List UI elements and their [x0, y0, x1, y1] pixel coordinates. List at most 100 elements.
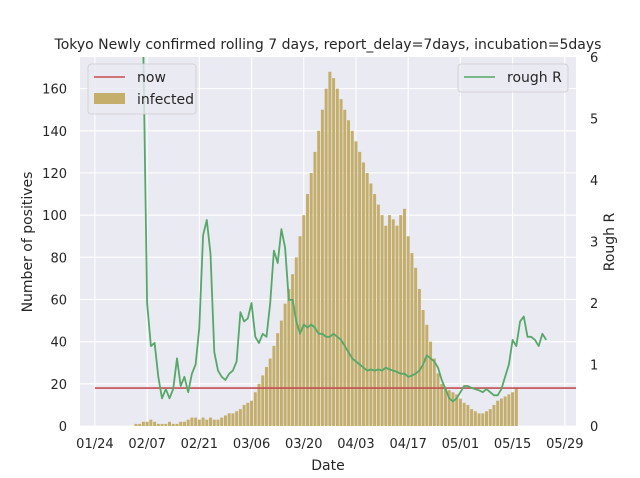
- infected-bar: [272, 345, 276, 426]
- infected-bar: [216, 419, 220, 426]
- x-tick-label: 05/01: [442, 437, 479, 452]
- infected-bar: [220, 417, 224, 426]
- infected-bar: [223, 415, 227, 426]
- infected-bar: [253, 392, 257, 426]
- infected-bar: [388, 215, 392, 426]
- infected-bar: [268, 358, 272, 426]
- infected-bar: [264, 366, 268, 426]
- infected-bar: [179, 421, 183, 426]
- infected-bar: [391, 219, 395, 426]
- infected-bar: [347, 120, 351, 426]
- x-tick-label: 02/07: [128, 437, 165, 452]
- legend-infected-label: infected: [137, 92, 194, 108]
- infected-bar: [432, 358, 436, 426]
- y-tick-label-right: 2: [590, 297, 598, 312]
- infected-bar: [496, 400, 500, 426]
- infected-bar: [209, 417, 213, 426]
- infected-bar: [168, 421, 171, 426]
- infected-bar: [343, 109, 347, 426]
- infected-bar: [197, 419, 201, 426]
- legend-right-box: [457, 63, 569, 93]
- legend-now-label: now: [137, 70, 166, 86]
- infected-bar: [324, 88, 328, 426]
- infected-bar: [328, 71, 332, 426]
- infected-bar: [182, 421, 186, 426]
- infected-bar: [153, 421, 157, 426]
- infected-bar: [141, 421, 145, 426]
- infected-bar: [373, 194, 377, 426]
- y-axis-label-left: Number of positives: [20, 172, 36, 313]
- infected-bar: [514, 388, 518, 426]
- y-tick-labels-left: 0 20 40 60 80 100 120 140 160: [42, 83, 67, 435]
- x-tick-label: 04/17: [389, 437, 426, 452]
- x-tick-label: 05/15: [494, 437, 531, 452]
- legend-rough-r-label: rough R: [507, 70, 562, 86]
- infected-bar: [485, 411, 488, 426]
- infected-bar: [156, 423, 160, 426]
- infected-bar: [194, 417, 198, 426]
- infected-bar: [212, 419, 216, 426]
- infected-bar: [354, 141, 358, 427]
- x-axis-label: Date: [311, 458, 344, 474]
- infected-bar: [302, 215, 306, 426]
- y-tick-label-left: 100: [42, 209, 67, 224]
- infected-bar: [283, 303, 287, 426]
- x-tick-label: 01/24: [76, 437, 113, 452]
- y-tick-label-left: 0: [59, 420, 67, 435]
- infected-bar: [361, 162, 365, 426]
- infected-bar: [231, 413, 235, 426]
- infected-bar: [410, 253, 414, 426]
- y-tick-label-right: 1: [590, 359, 598, 374]
- infected-bar: [175, 423, 179, 426]
- infected-bar: [481, 413, 485, 426]
- infected-bar: [436, 373, 440, 426]
- infected-bar: [309, 172, 313, 426]
- infected-bar: [201, 417, 205, 426]
- y-tick-label-right: 3: [590, 236, 598, 251]
- infected-bar: [145, 421, 149, 426]
- infected-bar: [417, 288, 421, 426]
- infected-bar: [339, 99, 343, 427]
- infected-bar: [313, 151, 317, 426]
- infected-bar: [246, 402, 250, 426]
- infected-bar: [164, 423, 168, 426]
- y-axis-label-right: Rough R: [602, 212, 618, 271]
- infected-bar: [406, 236, 410, 426]
- infected-bar: [443, 388, 447, 426]
- legend-right: rough R: [457, 63, 569, 93]
- infected-bar: [279, 320, 283, 426]
- y-tick-labels-right: 0 1 2 3 4 5 6: [590, 51, 598, 435]
- infected-bar: [276, 333, 280, 426]
- infected-bar: [380, 215, 384, 426]
- plot-area: [80, 57, 576, 426]
- y-tick-label-right: 4: [590, 174, 598, 189]
- infected-bar: [511, 392, 515, 426]
- infected-bar: [402, 208, 406, 426]
- infected-bar: [250, 400, 254, 426]
- y-tick-label-right: 6: [590, 51, 598, 66]
- infected-bar: [473, 411, 477, 426]
- infected-bar: [376, 204, 380, 426]
- infected-bar: [287, 288, 291, 426]
- infected-bar: [332, 78, 336, 426]
- infected-bar: [320, 109, 324, 426]
- infected-bar: [365, 172, 369, 426]
- y-tick-label-right: 5: [590, 113, 598, 128]
- infected-bar: [350, 130, 354, 427]
- y-tick-label-left: 20: [50, 378, 67, 393]
- x-tick-label: 02/21: [181, 437, 218, 452]
- infected-bar: [395, 225, 399, 426]
- infected-bar: [335, 88, 339, 426]
- infected-bar: [470, 409, 474, 426]
- y-tick-label-left: 60: [50, 293, 67, 308]
- infected-bar: [503, 396, 507, 426]
- infected-bar: [227, 413, 231, 426]
- infected-bar: [447, 390, 451, 426]
- infected-bar: [488, 409, 492, 426]
- infected-bar: [317, 130, 321, 427]
- infected-bar: [421, 310, 425, 426]
- y-tick-label-left: 140: [42, 125, 67, 140]
- infected-bars: [134, 71, 518, 427]
- infected-bar: [160, 423, 164, 426]
